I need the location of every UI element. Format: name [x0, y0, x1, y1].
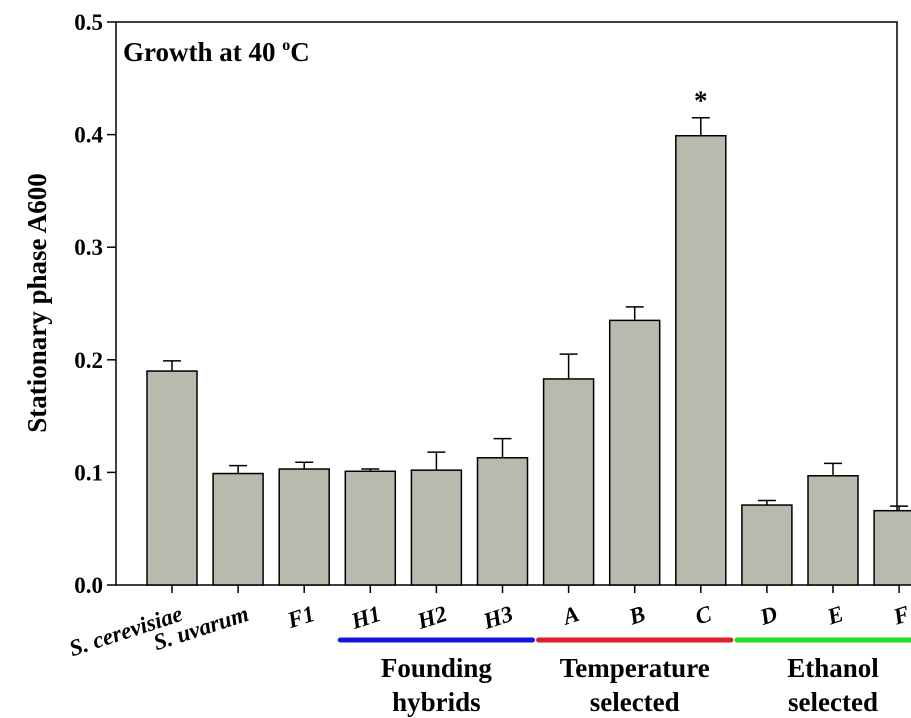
y-tick-label: 0.2	[74, 348, 103, 373]
x-tick-label: H1	[347, 601, 384, 634]
x-tick-label: F1	[284, 601, 318, 633]
bar	[278, 468, 330, 586]
y-tick-label: 0.4	[74, 123, 103, 148]
y-tick-label: 0.0	[74, 573, 103, 598]
x-tick-label: C	[692, 601, 715, 630]
bar	[212, 472, 264, 586]
y-tick-label: 0.3	[74, 235, 103, 260]
group-annotations: Founding hybrids Temperature selected Ethano…	[337, 637, 911, 717]
bar	[542, 378, 595, 586]
bar	[873, 509, 911, 586]
x-tick-label: B	[625, 601, 648, 630]
y-tick-label: 0.1	[74, 460, 103, 485]
x-tick-label: H3	[479, 601, 516, 634]
significance-marker: *	[694, 86, 708, 116]
group-label: selected	[590, 687, 680, 717]
bar	[741, 504, 793, 586]
group-label: selected	[788, 687, 878, 717]
bar	[410, 469, 463, 586]
bar	[344, 470, 397, 586]
x-tick-label: A	[558, 601, 582, 630]
bar	[807, 475, 859, 586]
y-axis-label: Stationary phase A600	[22, 173, 52, 433]
x-tick-label: E	[823, 601, 846, 630]
group-label: Temperature	[560, 653, 710, 683]
chart-title-superscript: o	[282, 37, 290, 54]
y-tick-label: 0.5	[74, 10, 103, 35]
bar	[476, 457, 529, 586]
chart-title-unit: C	[290, 37, 310, 67]
bar	[675, 134, 727, 586]
bar	[608, 319, 661, 586]
bar	[146, 370, 198, 586]
bars: *	[146, 86, 911, 586]
group-label: hybrids	[392, 687, 481, 717]
x-tick-label: F	[889, 601, 911, 630]
group-label: Ethanol	[787, 653, 879, 683]
x-tick-label: D	[756, 601, 781, 630]
x-tick-label: H2	[413, 601, 450, 634]
group-label: Founding	[381, 653, 493, 683]
chart-title-main: Growth at 40	[123, 37, 282, 67]
chart-title: Growth at 40 oC	[123, 37, 310, 67]
